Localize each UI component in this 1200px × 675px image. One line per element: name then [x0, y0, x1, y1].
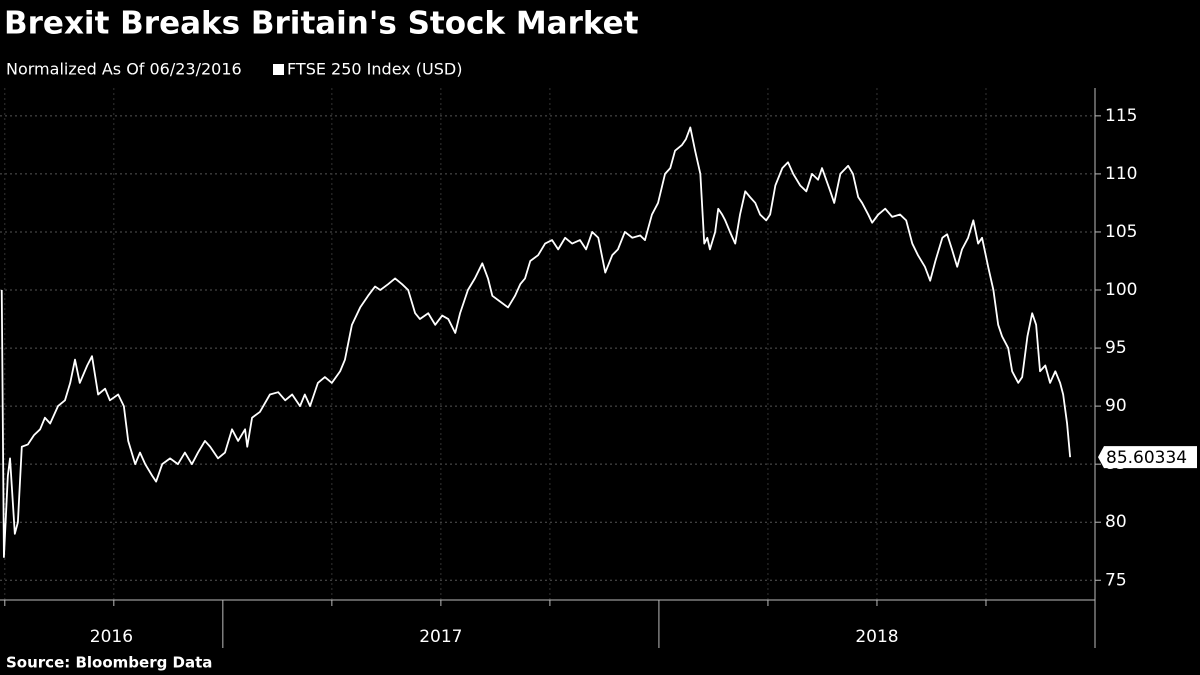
chart-subtitle: Normalized As Of 06/23/2016 — [6, 60, 242, 79]
x-tick-label: 2016 — [90, 627, 133, 647]
legend-label: FTSE 250 Index (USD) — [287, 60, 462, 79]
y-tick-label: 100 — [1105, 280, 1137, 300]
y-tick-label: 80 — [1105, 512, 1127, 532]
y-tick-label: 75 — [1105, 570, 1127, 590]
source: Source: Bloomberg Data — [6, 654, 212, 672]
legend-swatch — [273, 64, 284, 75]
x-tick-label: 2017 — [419, 627, 462, 647]
y-tick-label: 115 — [1105, 106, 1137, 126]
y-tick-label: 105 — [1105, 222, 1137, 242]
last-label-box — [1098, 446, 1197, 469]
x-tick-label: 2018 — [855, 627, 898, 647]
chart-title: Brexit Breaks Britain's Stock Market — [4, 6, 639, 42]
y-tick-label: 95 — [1105, 338, 1127, 358]
last-value-label: 85.60334 — [1106, 448, 1187, 468]
y-tick-label: 90 — [1105, 396, 1127, 416]
y-tick-label: 110 — [1105, 164, 1137, 184]
line — [0, 126, 1072, 558]
